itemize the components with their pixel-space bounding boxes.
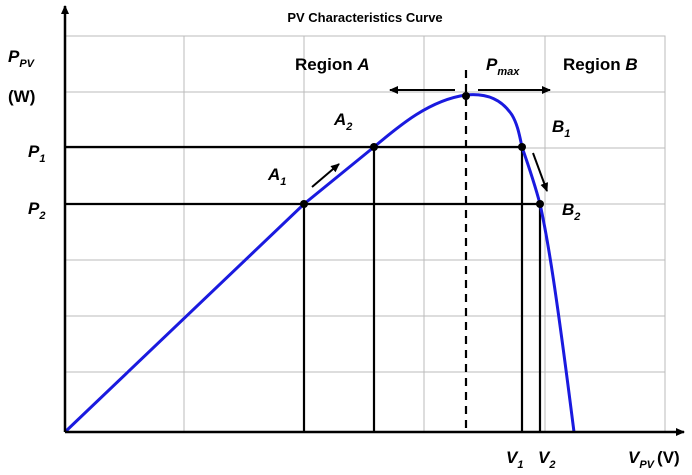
label-sub: 2 <box>345 121 352 133</box>
p2-label: P2 <box>28 199 45 222</box>
region-var: B <box>625 55 637 74</box>
label-main: P <box>486 55 498 74</box>
point-a2 <box>370 143 378 151</box>
label-sub: 2 <box>38 210 45 222</box>
pv-curve <box>63 93 576 434</box>
label-main: P <box>28 199 40 218</box>
v1-label: V1 <box>506 448 523 471</box>
label-sub: 1 <box>39 153 45 165</box>
label-sub: 2 <box>573 211 580 223</box>
y-axis-unit: (W) <box>8 87 35 106</box>
grid <box>64 35 666 433</box>
arrow-a <box>311 163 340 188</box>
label-sub: 1 <box>517 459 523 471</box>
region-b: Region B <box>563 55 638 74</box>
label-sub: PV <box>19 58 35 70</box>
point-pmax <box>462 92 470 100</box>
label-sub: PV <box>639 459 655 471</box>
x-axis-label: VPV (V) <box>628 448 680 471</box>
pmax-label: Pmax <box>486 55 520 78</box>
label-main: V <box>628 448 641 467</box>
label-sub: 1 <box>280 176 286 188</box>
b1-label: B1 <box>552 117 570 140</box>
label-main: B <box>552 117 564 136</box>
region-text: Region <box>295 55 353 74</box>
a1-label: A1 <box>267 165 286 188</box>
point-b2 <box>536 200 544 208</box>
region-text: Region <box>563 55 621 74</box>
region-var: A <box>356 55 369 74</box>
a2-label: A2 <box>333 110 352 133</box>
p1-label: P1 <box>28 142 45 165</box>
region-a: Region A <box>295 55 370 74</box>
label-main: V <box>506 448 519 467</box>
b2-label: B2 <box>562 200 580 223</box>
label-main: A <box>333 110 346 129</box>
label-unit: (V) <box>657 448 680 467</box>
arrows <box>311 86 551 192</box>
label-sub: 2 <box>548 459 555 471</box>
label-sub: 1 <box>564 128 570 140</box>
title: PV Characteristics Curve <box>287 10 442 25</box>
axes <box>61 5 685 436</box>
label-sub: max <box>497 66 520 78</box>
label-main: A <box>267 165 280 184</box>
plot-border <box>64 35 666 433</box>
v2-label: V2 <box>538 448 555 471</box>
arrow-b <box>532 152 548 192</box>
point-b1 <box>518 143 526 151</box>
points <box>300 92 544 208</box>
point-a1 <box>300 200 308 208</box>
label-main: P <box>8 47 20 66</box>
label-main: V <box>538 448 551 467</box>
label-main: B <box>562 200 574 219</box>
label-main: P <box>28 142 40 161</box>
reference-lines <box>65 70 542 432</box>
y-axis-label: PPV <box>8 47 36 70</box>
